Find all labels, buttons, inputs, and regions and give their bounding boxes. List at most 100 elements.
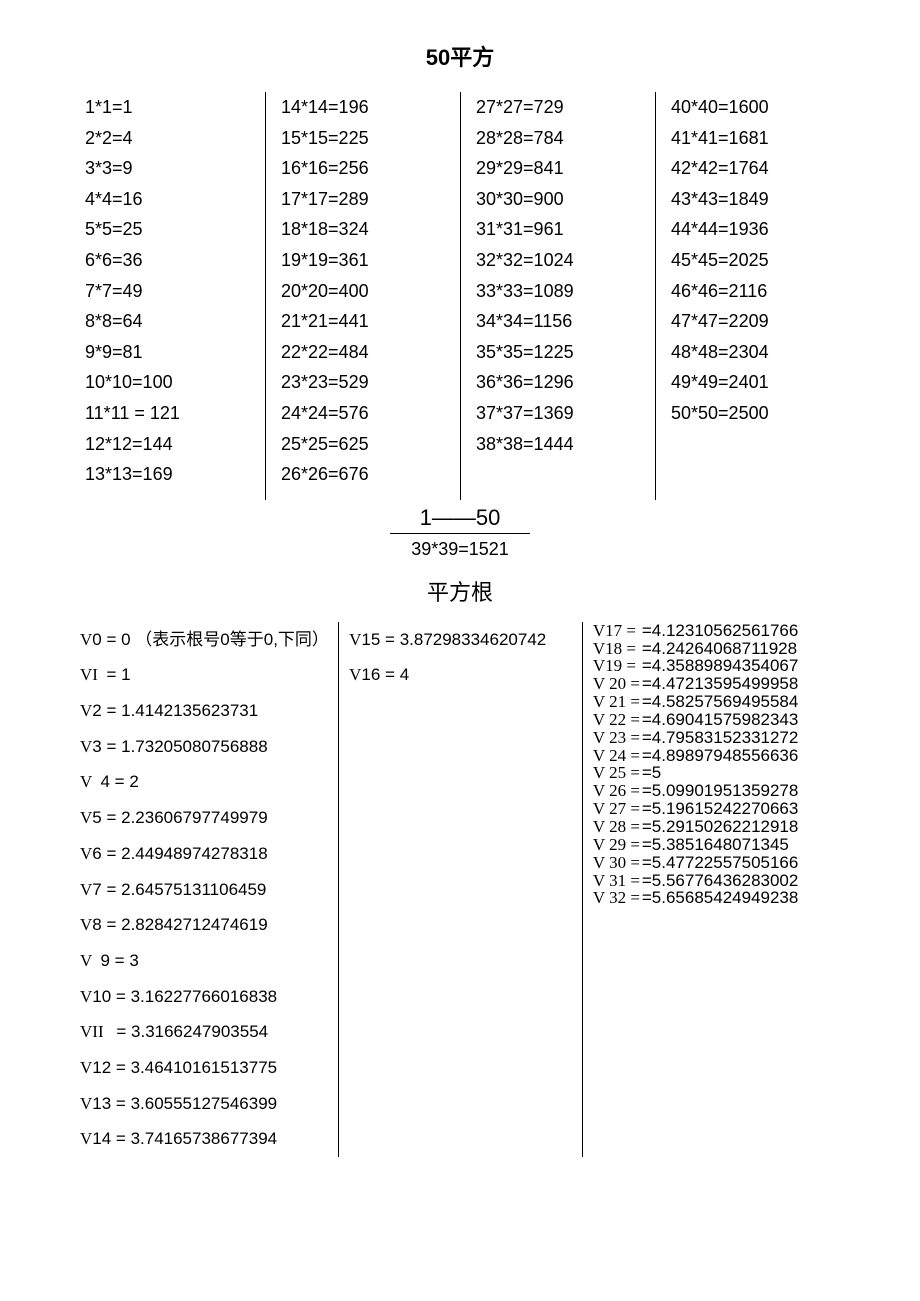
root-label: V 27 = <box>593 800 638 818</box>
root-entry: V7 = 2.64575131106459 <box>80 872 328 908</box>
squares-col-1: 1*1=12*2=43*3=94*4=165*5=256*6=367*7=498… <box>70 92 265 500</box>
root-value: =4.89897948556636 <box>642 747 840 765</box>
square-entry: 23*23=529 <box>281 367 445 398</box>
root-entry: V13 = 3.60555127546399 <box>80 1086 328 1122</box>
square-entry: 36*36=1296 <box>476 367 640 398</box>
square-entry: 24*24=576 <box>281 398 445 429</box>
square-entry: 50*50=2500 <box>671 398 835 429</box>
root-value: =4.35889894354067 <box>642 657 840 675</box>
root-value: =5.29150262212918 <box>642 818 840 836</box>
root-label: V 26 = <box>593 782 638 800</box>
root-value: =5.3851648071345 <box>642 836 840 854</box>
root-entry: VII = 3.3166247903554 <box>80 1014 328 1050</box>
square-entry: 7*7=49 <box>85 276 250 307</box>
root-label: V 23 = <box>593 729 638 747</box>
roots-col-2: V15 = 3.87298334620742V16 = 4 <box>338 622 582 1157</box>
square-entry: 37*37=1369 <box>476 398 640 429</box>
square-entry: 33*33=1089 <box>476 276 640 307</box>
square-entry: 13*13=169 <box>85 459 250 490</box>
root-label: V 25 = <box>593 764 638 782</box>
square-entry: 34*34=1156 <box>476 306 640 337</box>
range-label: 1——50 <box>70 505 850 531</box>
square-entry: 35*35=1225 <box>476 337 640 368</box>
root-value: =5.09901951359278 <box>642 782 840 800</box>
root-label: V19 = <box>593 657 638 675</box>
square-entry: 2*2=4 <box>85 123 250 154</box>
square-entry: 20*20=400 <box>281 276 445 307</box>
root-label: V 30 = <box>593 854 638 872</box>
root-value: =5 <box>642 764 840 782</box>
square-entry: 44*44=1936 <box>671 214 835 245</box>
square-entry: 12*12=144 <box>85 429 250 460</box>
root-value: =4.12310562561766 <box>642 622 840 640</box>
square-entry: 30*30=900 <box>476 184 640 215</box>
square-entry: 16*16=256 <box>281 153 445 184</box>
roots-col-3: V17 ==4.12310562561766V18 ==4.2426406871… <box>582 622 850 1157</box>
square-entry: 28*28=784 <box>476 123 640 154</box>
root-value: =4.24264068711928 <box>642 640 840 658</box>
root-label: V17 = <box>593 622 638 640</box>
root-label: V 31 = <box>593 872 638 890</box>
square-entry: 25*25=625 <box>281 429 445 460</box>
square-entry: 1*1=1 <box>85 92 250 123</box>
root-value: =5.19615242270663 <box>642 800 840 818</box>
squares-col-4: 40*40=160041*41=168142*42=176443*43=1849… <box>655 92 850 500</box>
square-entry: 47*47=2209 <box>671 306 835 337</box>
square-entry: 41*41=1681 <box>671 123 835 154</box>
square-entry: 19*19=361 <box>281 245 445 276</box>
root-entry: V12 = 3.46410161513775 <box>80 1050 328 1086</box>
root-entry: V6 = 2.44948974278318 <box>80 836 328 872</box>
square-entry: 31*31=961 <box>476 214 640 245</box>
square-entry: 11*11 = 121 <box>85 398 250 429</box>
roots-col-1: V0 = 0 （表示根号0等于0,下同）VI = 1V2 = 1.4142135… <box>70 622 338 1157</box>
square-entry: 49*49=2401 <box>671 367 835 398</box>
root-entry: V14 = 3.74165738677394 <box>80 1121 328 1157</box>
root-entry: V3 = 1.73205080756888 <box>80 729 328 765</box>
square-entry: 9*9=81 <box>85 337 250 368</box>
square-entry: 3*3=9 <box>85 153 250 184</box>
root-entry: V 4 = 2 <box>80 764 328 800</box>
root-entry: V 9 = 3 <box>80 943 328 979</box>
square-entry: 45*45=2025 <box>671 245 835 276</box>
square-entry: 43*43=1849 <box>671 184 835 215</box>
root-entry: V16 = 4 <box>349 657 572 693</box>
square-entry: 10*10=100 <box>85 367 250 398</box>
root-value: =5.47722557505166 <box>642 854 840 872</box>
root-label: V 22 = <box>593 711 638 729</box>
roots-grid: V0 = 0 （表示根号0等于0,下同）VI = 1V2 = 1.4142135… <box>70 622 850 1157</box>
root-value: =5.56776436283002 <box>642 872 840 890</box>
root-label: V 20 = <box>593 675 638 693</box>
root-value: =4.58257569495584 <box>642 693 840 711</box>
root-label: V 24 = <box>593 747 638 765</box>
root-value: =4.69041575982343 <box>642 711 840 729</box>
square-entry: 18*18=324 <box>281 214 445 245</box>
roots-title: 平方根 <box>70 575 850 607</box>
square-entry: 21*21=441 <box>281 306 445 337</box>
root-entry: V0 = 0 （表示根号0等于0,下同） <box>80 622 328 658</box>
root-value: =4.79583152331272 <box>642 729 840 747</box>
root-label: V 29 = <box>593 836 638 854</box>
root-entry: V8 = 2.82842712474619 <box>80 907 328 943</box>
root-value: =4.47213595499958 <box>642 675 840 693</box>
square-entry: 48*48=2304 <box>671 337 835 368</box>
square-entry: 4*4=16 <box>85 184 250 215</box>
root-label: V18 = <box>593 640 638 658</box>
root-entry: VI = 1 <box>80 657 328 693</box>
square-entry: 32*32=1024 <box>476 245 640 276</box>
square-entry: 6*6=36 <box>85 245 250 276</box>
squares-col-3: 27*27=72928*28=78429*29=84130*30=90031*3… <box>460 92 655 500</box>
root-label: V 28 = <box>593 818 638 836</box>
square-entry: 17*17=289 <box>281 184 445 215</box>
root-label: V 21 = <box>593 693 638 711</box>
squares-col-2: 14*14=19615*15=22516*16=25617*17=28918*1… <box>265 92 460 500</box>
square-entry: 15*15=225 <box>281 123 445 154</box>
root-value: =5.65685424949238 <box>642 889 840 907</box>
square-entry: 46*46=2116 <box>671 276 835 307</box>
root-label: V 32 = <box>593 889 638 907</box>
square-entry: 26*26=676 <box>281 459 445 490</box>
square-entry: 5*5=25 <box>85 214 250 245</box>
square-entry: 29*29=841 <box>476 153 640 184</box>
orphan-square: 39*39=1521 <box>390 533 530 560</box>
square-entry: 22*22=484 <box>281 337 445 368</box>
square-entry: 8*8=64 <box>85 306 250 337</box>
